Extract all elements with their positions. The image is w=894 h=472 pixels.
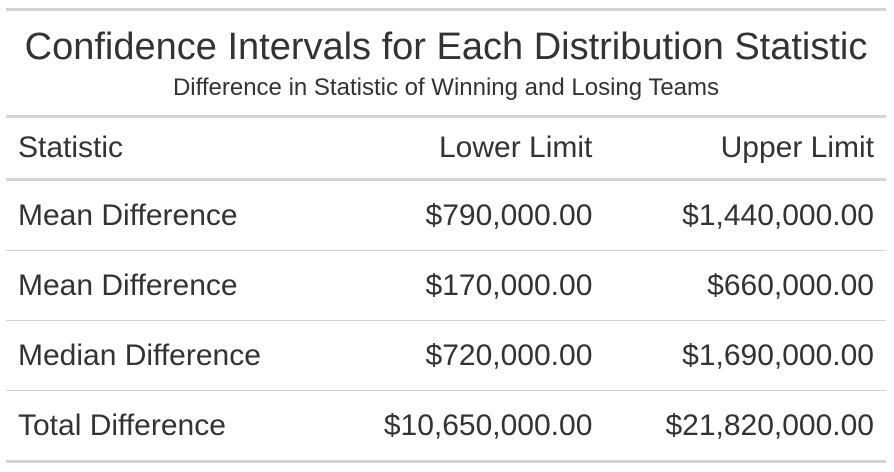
cell-upper-limit: $660,000.00 [604,250,886,321]
cell-upper-limit: $1,440,000.00 [604,179,886,251]
cell-lower-limit: $10,650,000.00 [322,390,605,463]
table-row: Median Difference $720,000.00 $1,690,000… [6,320,886,391]
cell-lower-limit: $790,000.00 [322,179,605,251]
ci-table: Confidence Intervals for Each Distributi… [6,8,886,463]
cell-statistic: Median Difference [6,320,323,391]
data-table: Statistic Lower Limit Upper Limit Mean D… [6,118,886,463]
table-row: Total Difference $10,650,000.00 $21,820,… [6,390,886,463]
cell-lower-limit: $170,000.00 [322,250,605,321]
column-header-lower-limit: Lower Limit [322,118,605,181]
table-row: Mean Difference $790,000.00 $1,440,000.0… [6,179,886,251]
header-row: Statistic Lower Limit Upper Limit [6,118,886,181]
cell-statistic: Mean Difference [6,250,323,321]
table-row: Mean Difference $170,000.00 $660,000.00 [6,250,886,321]
cell-upper-limit: $21,820,000.00 [604,390,886,463]
cell-statistic: Mean Difference [6,179,323,251]
table-subtitle: Difference in Statistic of Winning and L… [172,74,720,101]
cell-lower-limit: $720,000.00 [322,320,605,391]
cell-statistic: Total Difference [6,390,323,463]
column-header-statistic: Statistic [6,118,323,181]
column-header-upper-limit: Upper Limit [604,118,886,181]
cell-upper-limit: $1,690,000.00 [604,320,886,391]
table-title: Confidence Intervals for Each Distributi… [24,26,868,68]
table-header-block: Confidence Intervals for Each Distributi… [6,8,886,118]
